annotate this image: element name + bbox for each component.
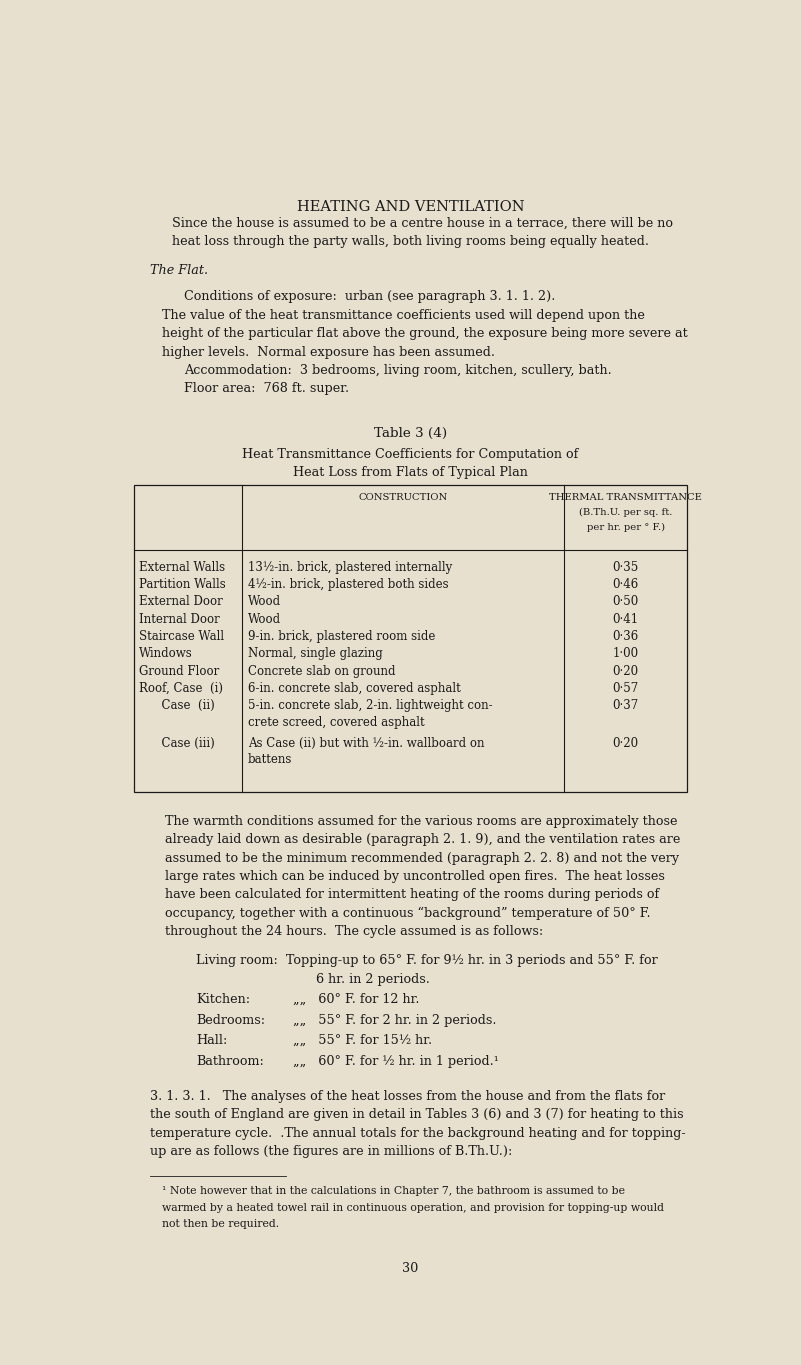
Text: 1·00: 1·00 (613, 647, 638, 661)
Text: External Door: External Door (139, 595, 223, 609)
Text: THERMAL TRANSMITTANCE: THERMAL TRANSMITTANCE (549, 493, 702, 502)
Text: Normal, single glazing: Normal, single glazing (248, 647, 383, 661)
Text: battens: battens (248, 753, 292, 766)
Text: 30: 30 (402, 1261, 419, 1275)
Text: Internal Door: Internal Door (139, 613, 219, 625)
Text: large rates which can be induced by uncontrolled open fires.  The heat losses: large rates which can be induced by unco… (165, 870, 665, 883)
Text: 0·35: 0·35 (613, 561, 638, 573)
Text: 13½-in. brick, plastered internally: 13½-in. brick, plastered internally (248, 561, 452, 573)
Text: CONSTRUCTION: CONSTRUCTION (358, 493, 448, 502)
Text: 0·41: 0·41 (613, 613, 638, 625)
Text: ¹ Note however that in the calculations in Chapter 7, the bathroom is assumed to: ¹ Note however that in the calculations … (162, 1186, 626, 1197)
Text: Table 3 (4): Table 3 (4) (374, 427, 447, 440)
Text: 5-in. concrete slab, 2-in. lightweight con-: 5-in. concrete slab, 2-in. lightweight c… (248, 699, 493, 713)
Text: already laid down as desirable (paragraph 2. 1. 9), and the ventilation rates ar: already laid down as desirable (paragrap… (165, 833, 681, 846)
Text: Case (iii): Case (iii) (139, 737, 215, 749)
Text: Staircase Wall: Staircase Wall (139, 629, 223, 643)
Text: „„   55° F. for 2 hr. in 2 periods.: „„ 55° F. for 2 hr. in 2 periods. (292, 1014, 496, 1026)
Text: Wood: Wood (248, 613, 281, 625)
Text: Floor area:  768 ft. super.: Floor area: 768 ft. super. (184, 382, 349, 396)
Text: External Walls: External Walls (139, 561, 225, 573)
Text: warmed by a heated towel rail in continuous operation, and provision for topping: warmed by a heated towel rail in continu… (162, 1203, 664, 1212)
Text: HEATING AND VENTILATION: HEATING AND VENTILATION (296, 199, 525, 213)
Text: The warmth conditions assumed for the various rooms are approximately those: The warmth conditions assumed for the va… (165, 815, 678, 829)
Text: Case  (ii): Case (ii) (139, 699, 215, 713)
Text: per hr. per ° F.): per hr. per ° F.) (586, 523, 665, 532)
Text: temperature cycle.  .The annual totals for the background heating and for toppin: temperature cycle. .The annual totals fo… (150, 1126, 686, 1140)
Text: Heat Loss from Flats of Typical Plan: Heat Loss from Flats of Typical Plan (293, 465, 528, 479)
Text: the south of England are given in detail in Tables 3 (6) and 3 (7) for heating t: the south of England are given in detail… (150, 1108, 683, 1121)
Text: throughout the 24 hours.  The cycle assumed is as follows:: throughout the 24 hours. The cycle assum… (165, 925, 544, 938)
Text: 0·37: 0·37 (613, 699, 638, 713)
Text: „„   55° F. for 15½ hr.: „„ 55° F. for 15½ hr. (292, 1035, 432, 1047)
Text: 3. 1. 3. 1.   The analyses of the heat losses from the house and from the flats : 3. 1. 3. 1. The analyses of the heat los… (150, 1089, 665, 1103)
Text: Ground Floor: Ground Floor (139, 665, 219, 677)
Text: 0·20: 0·20 (613, 665, 638, 677)
Text: „„   60° F. for 12 hr.: „„ 60° F. for 12 hr. (292, 994, 419, 1006)
Text: 9-in. brick, plastered room side: 9-in. brick, plastered room side (248, 629, 435, 643)
Text: height of the particular flat above the ground, the exposure being more severe a: height of the particular flat above the … (162, 328, 688, 340)
Text: „„   60° F. for ½ hr. in 1 period.¹: „„ 60° F. for ½ hr. in 1 period.¹ (292, 1055, 498, 1067)
Text: Windows: Windows (139, 647, 192, 661)
Text: The Flat.: The Flat. (150, 263, 207, 277)
Text: 0·50: 0·50 (613, 595, 638, 609)
Text: crete screed, covered asphalt: crete screed, covered asphalt (248, 717, 425, 729)
Text: Kitchen:: Kitchen: (196, 994, 251, 1006)
Text: Conditions of exposure:  urban (see paragraph 3. 1. 1. 2).: Conditions of exposure: urban (see parag… (184, 291, 555, 303)
Text: The value of the heat transmittance coefficients used will depend upon the: The value of the heat transmittance coef… (162, 308, 645, 322)
Text: Living room:  Topping-up to 65° F. for 9½ hr. in 3 periods and 55° F. for: Living room: Topping-up to 65° F. for 9½… (196, 954, 658, 968)
Text: Since the house is assumed to be a centre house in a terrace, there will be no: Since the house is assumed to be a centr… (171, 216, 673, 229)
Text: 0·57: 0·57 (613, 682, 638, 695)
Text: Roof, Case  (i): Roof, Case (i) (139, 682, 223, 695)
Text: 0·46: 0·46 (613, 577, 638, 591)
Text: Wood: Wood (248, 595, 281, 609)
Text: 4½-in. brick, plastered both sides: 4½-in. brick, plastered both sides (248, 577, 449, 591)
Text: 0·20: 0·20 (613, 737, 638, 749)
Text: 0·36: 0·36 (613, 629, 638, 643)
Text: Bedrooms:: Bedrooms: (196, 1014, 265, 1026)
Text: Hall:: Hall: (196, 1035, 227, 1047)
Text: Heat Transmittance Coefficients for Computation of: Heat Transmittance Coefficients for Comp… (243, 448, 578, 461)
Bar (135, 485, 686, 792)
Text: Accommodation:  3 bedrooms, living room, kitchen, scullery, bath.: Accommodation: 3 bedrooms, living room, … (184, 364, 612, 377)
Text: Partition Walls: Partition Walls (139, 577, 225, 591)
Text: occupancy, together with a continuous “background” temperature of 50° F.: occupancy, together with a continuous “b… (165, 906, 651, 920)
Text: not then be required.: not then be required. (162, 1219, 280, 1228)
Text: (B.Th.U. per sq. ft.: (B.Th.U. per sq. ft. (579, 508, 672, 517)
Text: assumed to be the minimum recommended (paragraph 2. 2. 8) and not the very: assumed to be the minimum recommended (p… (165, 852, 679, 864)
Text: Concrete slab on ground: Concrete slab on ground (248, 665, 396, 677)
Text: higher levels.  Normal exposure has been assumed.: higher levels. Normal exposure has been … (162, 345, 495, 359)
Text: 6-in. concrete slab, covered asphalt: 6-in. concrete slab, covered asphalt (248, 682, 461, 695)
Text: up are as follows (the figures are in millions of B.Th.U.):: up are as follows (the figures are in mi… (150, 1145, 512, 1158)
Text: heat loss through the party walls, both living rooms being equally heated.: heat loss through the party walls, both … (171, 235, 649, 247)
Text: As Case (ii) but with ½-in. wallboard on: As Case (ii) but with ½-in. wallboard on (248, 737, 485, 749)
Text: 6 hr. in 2 periods.: 6 hr. in 2 periods. (196, 973, 430, 986)
Text: Bathroom:: Bathroom: (196, 1055, 264, 1067)
Text: have been calculated for intermittent heating of the rooms during periods of: have been calculated for intermittent he… (165, 889, 659, 901)
